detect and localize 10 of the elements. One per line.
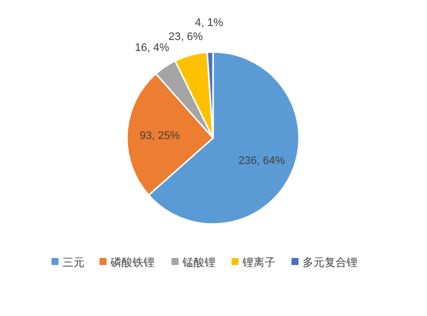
legend-label: 三元 (62, 257, 84, 269)
legend-label: 多元复合锂 (302, 256, 358, 269)
legend-label: 锰酸锂 (182, 257, 216, 269)
data-label: 236, 64% (238, 154, 286, 167)
data-label: 16, 4% (134, 42, 170, 54)
data-label: 93, 25% (140, 130, 180, 142)
data-label: 4, 1% (195, 17, 224, 30)
legend-label: 磷酸铁锂 (110, 256, 154, 269)
data-label: 23, 6% (168, 30, 203, 43)
legend-label: 锂离子 (242, 256, 276, 269)
